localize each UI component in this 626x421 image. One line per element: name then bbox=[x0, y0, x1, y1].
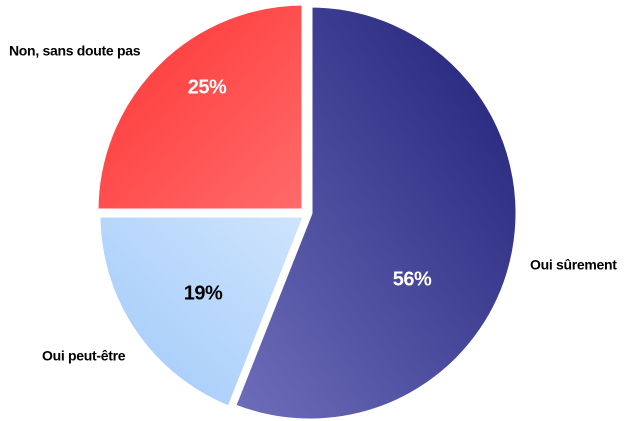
value-label-oui-peut-etre: 19% bbox=[184, 282, 223, 304]
pie-slice-oui-peut-etre bbox=[95, 212, 310, 412]
pie-slice-non-sans-doute-pas bbox=[93, 0, 307, 214]
pie-slice-oui-surement bbox=[230, 2, 521, 421]
category-label-oui-peut-etre: Oui peut-être bbox=[42, 348, 126, 364]
value-label-oui-surement: 56% bbox=[393, 268, 432, 290]
category-label-non-sans-doute-pas: Non, sans doute pas bbox=[9, 43, 141, 59]
value-label-non-sans-doute-pas: 25% bbox=[188, 76, 227, 98]
category-label-oui-surement: Oui sûrement bbox=[530, 257, 617, 273]
